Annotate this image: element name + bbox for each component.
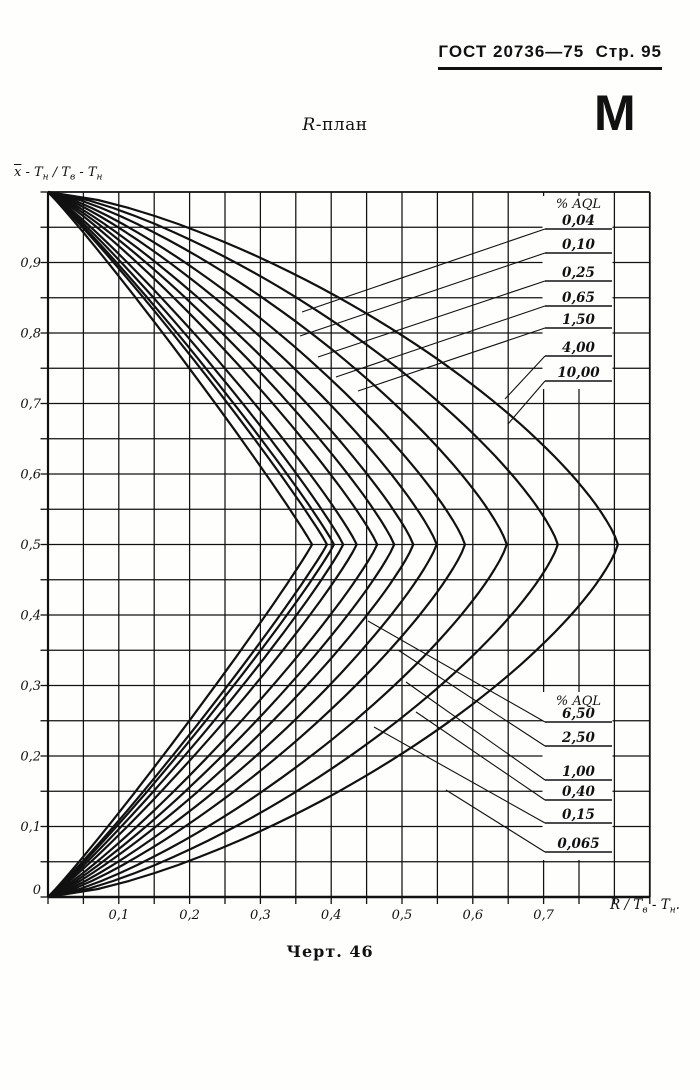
x-axis-sub: н <box>669 905 676 916</box>
y-axis-title-part: - T <box>21 165 43 180</box>
aql-value-label: 0,25 <box>562 265 595 281</box>
figure-title-var: R <box>302 115 316 135</box>
aql-label-box <box>542 196 613 389</box>
oc-curve-c3 <box>47 191 336 898</box>
y-tick-label: 0,8 <box>20 327 41 342</box>
x-axis-title-part: . <box>675 897 680 913</box>
aql-value-label: 4,00 <box>562 340 595 356</box>
aql-leader-line <box>317 280 546 358</box>
oc-curves <box>47 190 619 899</box>
oc-curve-c13 <box>47 190 619 899</box>
y-axis-sub: н <box>96 172 103 183</box>
y-axis-title-part: - T <box>75 165 97 180</box>
oc-curve-c10 <box>47 190 467 899</box>
appendix-letter: M <box>594 85 636 141</box>
aql-leader-line <box>445 789 546 853</box>
oc-curve-c8 <box>47 190 415 899</box>
aql-heading: % AQL <box>556 694 601 709</box>
aql-leader-line <box>405 681 546 781</box>
aql-label-boxes <box>542 196 613 860</box>
x-tick-label: 0,4 <box>321 908 342 923</box>
aql-leader-line <box>507 380 546 425</box>
y-tick-label: 0,1 <box>20 820 41 835</box>
tick-labels: 0,1 0,2 0,3 0,4 0,5 0,6 0,7 0,9 0,8 0,7 0,6 0,5 0,4 0… <box>20 256 554 923</box>
x-tick-label: 0,6 <box>462 908 483 923</box>
figure-title-rest: -план <box>315 115 368 135</box>
aql-value-label: 2,50 <box>561 730 595 746</box>
x-axis-title: R / Tв - Tн. <box>610 897 680 916</box>
y-tick-label: 0,4 <box>20 609 41 624</box>
x-tick-label: 0,1 <box>108 908 129 923</box>
aql-leader-line <box>335 305 546 378</box>
oc-curve-c2 <box>47 191 329 898</box>
figure-caption: Черт. 46 <box>286 942 374 961</box>
aql-leader-line <box>299 252 546 337</box>
y-axis-var: x <box>14 165 22 180</box>
oc-curve-c4 <box>47 191 345 898</box>
y-tick-label: 0,5 <box>20 538 41 553</box>
oc-curve-c12 <box>47 190 559 899</box>
y-tick-label: 0,9 <box>20 256 41 271</box>
aql-value-label: 0,40 <box>562 784 595 800</box>
aql-value-label: 0,04 <box>562 213 595 229</box>
aql-leader-line <box>301 228 546 313</box>
x-tick-label: 0,3 <box>250 908 271 923</box>
x-tick-label: 0,5 <box>392 908 413 923</box>
oc-curve-c5 <box>47 191 358 898</box>
oc-curve-c1 <box>47 191 314 898</box>
oc-curve-c9 <box>47 190 438 899</box>
aql-label-box <box>542 692 613 860</box>
aql-leader-line <box>357 327 546 392</box>
x-tick-label: 0,7 <box>533 908 554 923</box>
page-header: ГОСТ 20736—75 Стр. 95 <box>438 42 662 70</box>
y-tick-label: 0,2 <box>20 750 41 765</box>
aql-value-label: 0,65 <box>562 290 595 306</box>
x-axis-title-part: / T <box>620 897 643 913</box>
aql-value-label: 0,065 <box>557 836 599 852</box>
aql-value-label: 0,15 <box>562 807 595 823</box>
y-tick-label: 0,3 <box>20 679 41 694</box>
aql-value-label: 1,00 <box>562 764 595 780</box>
oc-curve-c7 <box>47 191 396 898</box>
aql-value-label: 6,50 <box>562 706 595 722</box>
oc-curve-c6 <box>47 191 379 898</box>
aql-value-label: 10,00 <box>557 365 600 381</box>
aql-leader-line <box>373 726 546 824</box>
aql-heading: % AQL <box>556 197 601 212</box>
figure-title: R-план <box>240 115 430 135</box>
oc-curve-c11 <box>47 190 508 899</box>
x-tick-label: 0,2 <box>179 908 200 923</box>
y-axis-title-part: / T <box>48 165 70 180</box>
y-axis-title: x - Tн / Tв - Tн <box>14 165 102 183</box>
x-axis-var: R <box>610 897 621 913</box>
y-axis-sub: в <box>69 172 76 183</box>
y-axis-sub: н <box>42 172 49 183</box>
aql-leader-line <box>504 355 546 400</box>
y-tick-label: 0,7 <box>20 397 41 412</box>
y-tick-label: 0,6 <box>20 468 41 483</box>
x-axis-title-part: - T <box>647 897 670 913</box>
y-tick-label: 0 <box>33 883 41 898</box>
aql-value-label: 1,50 <box>562 312 595 328</box>
x-axis-sub: в <box>642 905 648 916</box>
aql-leader-line <box>415 711 546 801</box>
aql-leader-line <box>397 649 546 747</box>
aql-leader-line <box>367 620 546 723</box>
aql-value-label: 0,10 <box>562 237 595 253</box>
